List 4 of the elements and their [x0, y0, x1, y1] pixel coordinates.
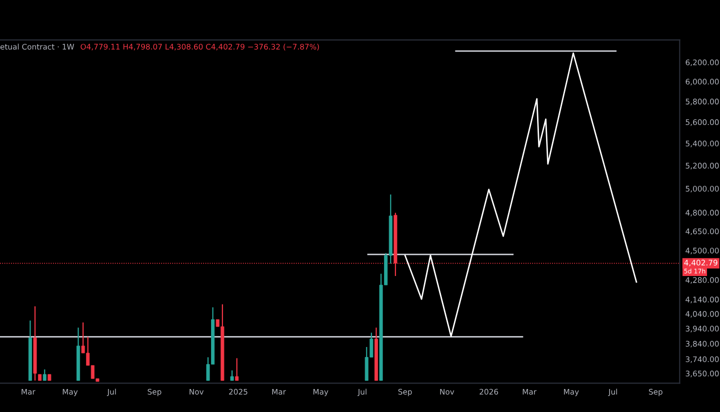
candlestick [42, 368, 46, 382]
candlestick [235, 358, 239, 382]
candlestick [230, 370, 234, 382]
line-series [404, 52, 638, 338]
